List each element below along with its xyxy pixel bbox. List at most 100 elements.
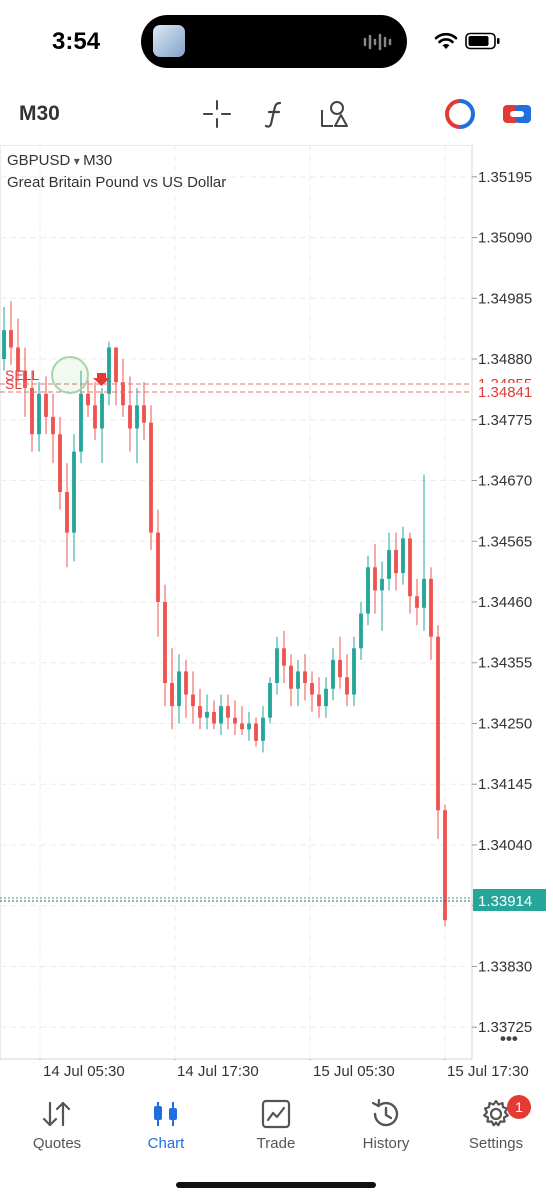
candle-body: [338, 659, 342, 678]
trade-levels: SELL SL: [0, 356, 472, 394]
candle-body: [282, 648, 286, 666]
candle-body: [2, 330, 6, 360]
trade-panel-icon[interactable]: [500, 97, 534, 131]
tab-trade[interactable]: Trade: [226, 1095, 326, 1152]
symbol-dropdown-icon: ▾: [70, 154, 83, 168]
bottom-tab-bar: Quotes Chart Trade History Settings 1: [0, 1087, 553, 1200]
candle-body: [184, 671, 188, 695]
price-label: 1.35090: [478, 230, 532, 247]
candle-body: [149, 422, 153, 533]
tab-settings[interactable]: Settings 1: [446, 1095, 546, 1152]
sl-price-tag: 1.34841: [478, 384, 532, 401]
candle-body: [128, 405, 132, 429]
candle-body: [387, 549, 391, 579]
candle-body: [268, 682, 272, 718]
quotes-icon: [42, 1101, 71, 1127]
timeframe-button[interactable]: M30: [19, 102, 60, 125]
tab-quotes-label: Quotes: [32, 1135, 82, 1152]
candle-body: [142, 405, 146, 423]
candle-body: [72, 451, 76, 533]
candle-body: [198, 706, 202, 718]
price-label: 1.34670: [478, 473, 532, 490]
price-label: 1.34040: [478, 837, 532, 854]
current-price-label: 1.33914: [478, 893, 532, 910]
candle-body: [9, 330, 13, 348]
tab-history-label: History: [362, 1135, 410, 1152]
price-label: 1.34460: [478, 594, 532, 611]
candle-body: [324, 688, 328, 707]
candle-body: [436, 636, 440, 811]
more-options-button[interactable]: •••: [500, 1029, 518, 1048]
candle-body: [30, 387, 34, 435]
price-label: 1.35195: [478, 169, 532, 186]
tab-trade-label: Trade: [256, 1135, 296, 1152]
now-playing-app-icon: [153, 25, 185, 57]
objects-icon[interactable]: [318, 97, 352, 131]
candle-body: [331, 659, 335, 689]
candle-body: [156, 532, 160, 602]
trade-icon: [261, 1099, 291, 1129]
price-label: 1.34355: [478, 655, 532, 672]
tab-settings-label: Settings: [468, 1135, 524, 1152]
candle-body: [422, 578, 426, 608]
candle-body: [317, 694, 321, 707]
sell-arrow-icon: [93, 373, 110, 386]
symbol-timeframe: M30: [83, 152, 112, 169]
one-click-trading-icon[interactable]: [443, 97, 477, 131]
tab-chart[interactable]: Chart: [116, 1095, 216, 1152]
candle-body: [170, 682, 174, 707]
status-time: 3:54: [52, 28, 101, 55]
time-label-2: 14 Jul 17:30: [177, 1063, 259, 1080]
audio-wave-icon: [363, 33, 392, 51]
candle-body: [191, 694, 195, 707]
price-chart[interactable]: SELL SL 1.35195 1.35090 1.34985 1.34880 1.34…: [0, 144, 553, 1064]
notification-badge: 1: [507, 1095, 531, 1119]
time-label-4: 15 Jul 17:30: [447, 1063, 529, 1080]
candle-body: [310, 682, 314, 695]
candles: [2, 301, 447, 926]
candle-body: [51, 416, 55, 435]
candle-body: [163, 602, 167, 683]
tap-circle: [51, 356, 89, 394]
candle-body: [359, 613, 363, 649]
symbol-title[interactable]: GBPUSD ▾ M30: [7, 152, 112, 169]
candle-body: [296, 671, 300, 689]
candle-body: [408, 538, 412, 597]
sell-label: SELL: [5, 367, 39, 383]
price-label: 1.34565: [478, 533, 532, 550]
candle-body: [219, 706, 223, 724]
chart-grid: [0, 145, 472, 1064]
tab-history[interactable]: History: [336, 1095, 436, 1152]
wifi-icon: [434, 32, 458, 49]
candle-body: [205, 711, 209, 718]
crosshair-icon[interactable]: [200, 97, 234, 131]
trade-price-tags: 1.34855 1.34841: [473, 376, 548, 401]
indicators-icon[interactable]: [258, 97, 292, 131]
chart-canvas[interactable]: SELL SL 1.35195 1.35090 1.34985 1.34880 1.34…: [0, 144, 553, 1064]
sl-label: SL: [5, 376, 22, 392]
history-icon: [371, 1098, 399, 1127]
candle-body: [37, 393, 41, 435]
candle-body: [429, 578, 433, 637]
chart-toolbar: M30: [0, 85, 553, 143]
price-label: 1.34775: [478, 412, 532, 429]
candle-body: [394, 549, 398, 574]
candle-body: [254, 723, 258, 741]
time-label-1: 14 Jul 05:30: [43, 1063, 125, 1080]
status-bar: 3:54: [0, 0, 553, 85]
price-label: 1.34145: [478, 776, 532, 793]
price-label: 1.33830: [478, 958, 532, 975]
tab-quotes[interactable]: Quotes: [7, 1095, 107, 1152]
candle-body: [58, 434, 62, 493]
symbol-description: Great Britain Pound vs US Dollar: [7, 174, 226, 191]
candle-body: [121, 382, 125, 406]
symbol-name: GBPUSD: [7, 152, 71, 169]
time-label-3: 15 Jul 05:30: [313, 1063, 395, 1080]
current-price-tag: [473, 889, 546, 911]
candle-body: [373, 567, 377, 591]
candle-body: [443, 810, 447, 921]
battery-icon: [465, 32, 500, 50]
candle-body: [275, 648, 279, 683]
candle-body: [366, 567, 370, 614]
candle-body: [44, 393, 48, 417]
